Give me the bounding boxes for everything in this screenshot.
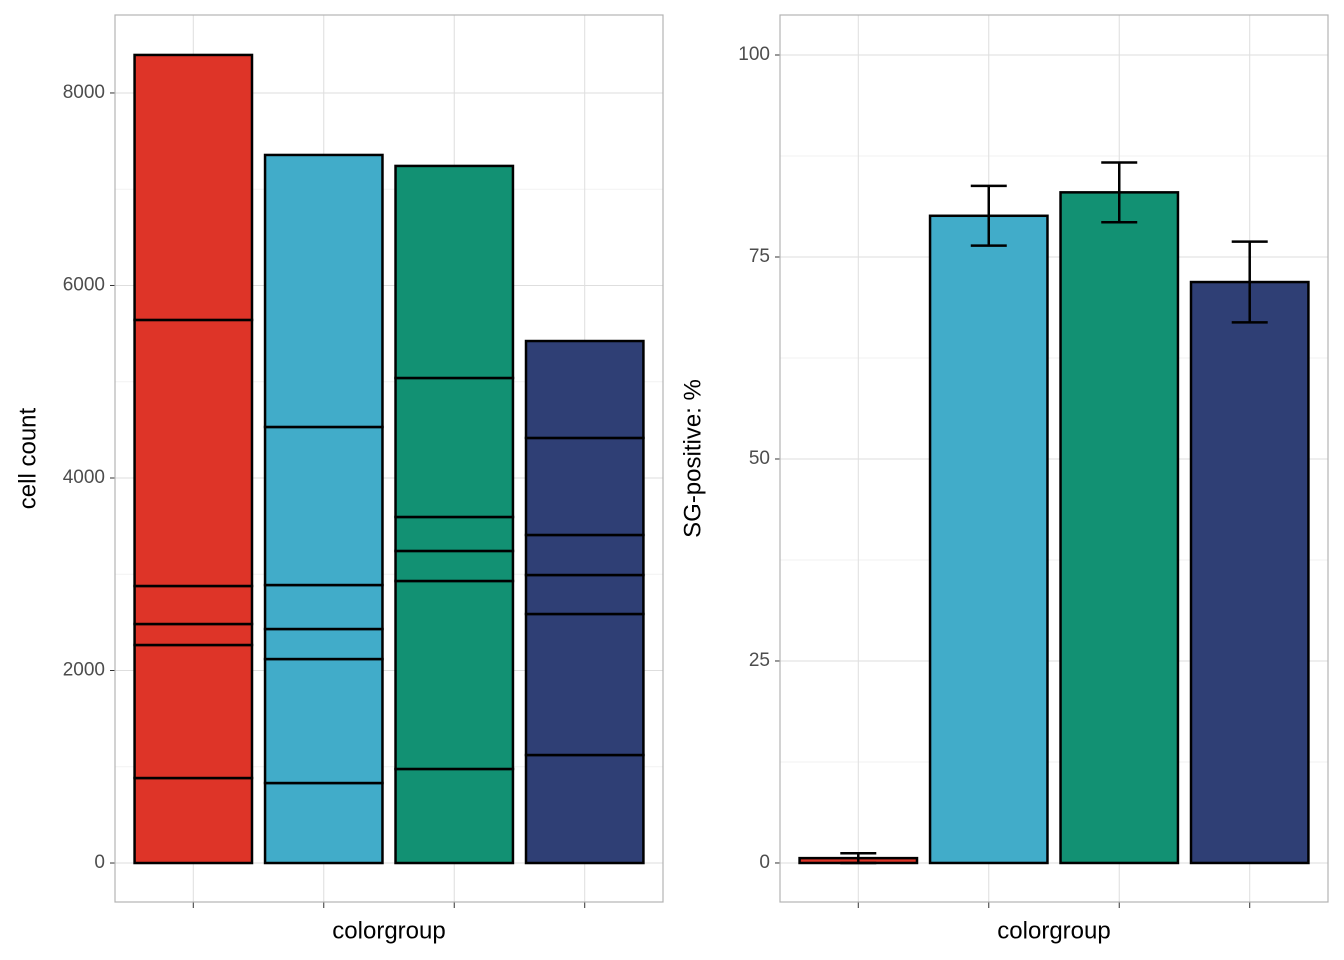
bar-segment bbox=[524, 573, 645, 616]
bar-segment bbox=[263, 627, 384, 661]
y-tick-label: 2000 bbox=[63, 660, 105, 681]
bar-segment bbox=[263, 781, 384, 865]
y-tick-label: 0 bbox=[94, 852, 105, 873]
bar-segment bbox=[133, 643, 254, 780]
y-axis-title: SG-positive: % bbox=[679, 379, 706, 538]
bar-segment bbox=[263, 657, 384, 785]
bar-segment bbox=[524, 533, 645, 577]
y-tick-label: 100 bbox=[738, 44, 770, 65]
y-tick-label: 0 bbox=[759, 852, 770, 873]
bar-segment bbox=[394, 376, 515, 519]
bar-segment bbox=[394, 579, 515, 771]
bar bbox=[928, 214, 1049, 865]
y-tick-label: 75 bbox=[749, 246, 770, 267]
panel-border bbox=[114, 14, 664, 903]
y-tick-label: 6000 bbox=[63, 274, 105, 295]
y-tick-label: 8000 bbox=[63, 82, 105, 103]
bar-segment bbox=[394, 515, 515, 553]
bar-segment bbox=[133, 584, 254, 626]
bar-segment bbox=[133, 318, 254, 588]
y-axis-title: cell count bbox=[14, 407, 41, 509]
bar-segment bbox=[394, 164, 515, 380]
bar-segment bbox=[524, 436, 645, 537]
bar-segment bbox=[394, 767, 515, 865]
y-tick-label: 4000 bbox=[63, 467, 105, 488]
bar bbox=[1059, 191, 1180, 865]
bar-segment bbox=[263, 153, 384, 429]
y-tick-label: 50 bbox=[749, 448, 770, 469]
bar-segment bbox=[524, 612, 645, 757]
bar-segment bbox=[133, 776, 254, 865]
x-axis-title: colorgroup bbox=[332, 917, 445, 944]
bar-segment bbox=[133, 53, 254, 322]
bar-segment bbox=[133, 622, 254, 647]
bar bbox=[1189, 280, 1310, 865]
bar-segment bbox=[524, 753, 645, 865]
bar-segment bbox=[263, 425, 384, 587]
y-tick-label: 25 bbox=[749, 650, 770, 671]
bar-segment bbox=[394, 549, 515, 583]
bar-segment bbox=[263, 583, 384, 631]
panel-border bbox=[779, 14, 1329, 903]
bar-segment bbox=[524, 339, 645, 440]
x-axis-title: colorgroup bbox=[997, 917, 1110, 944]
